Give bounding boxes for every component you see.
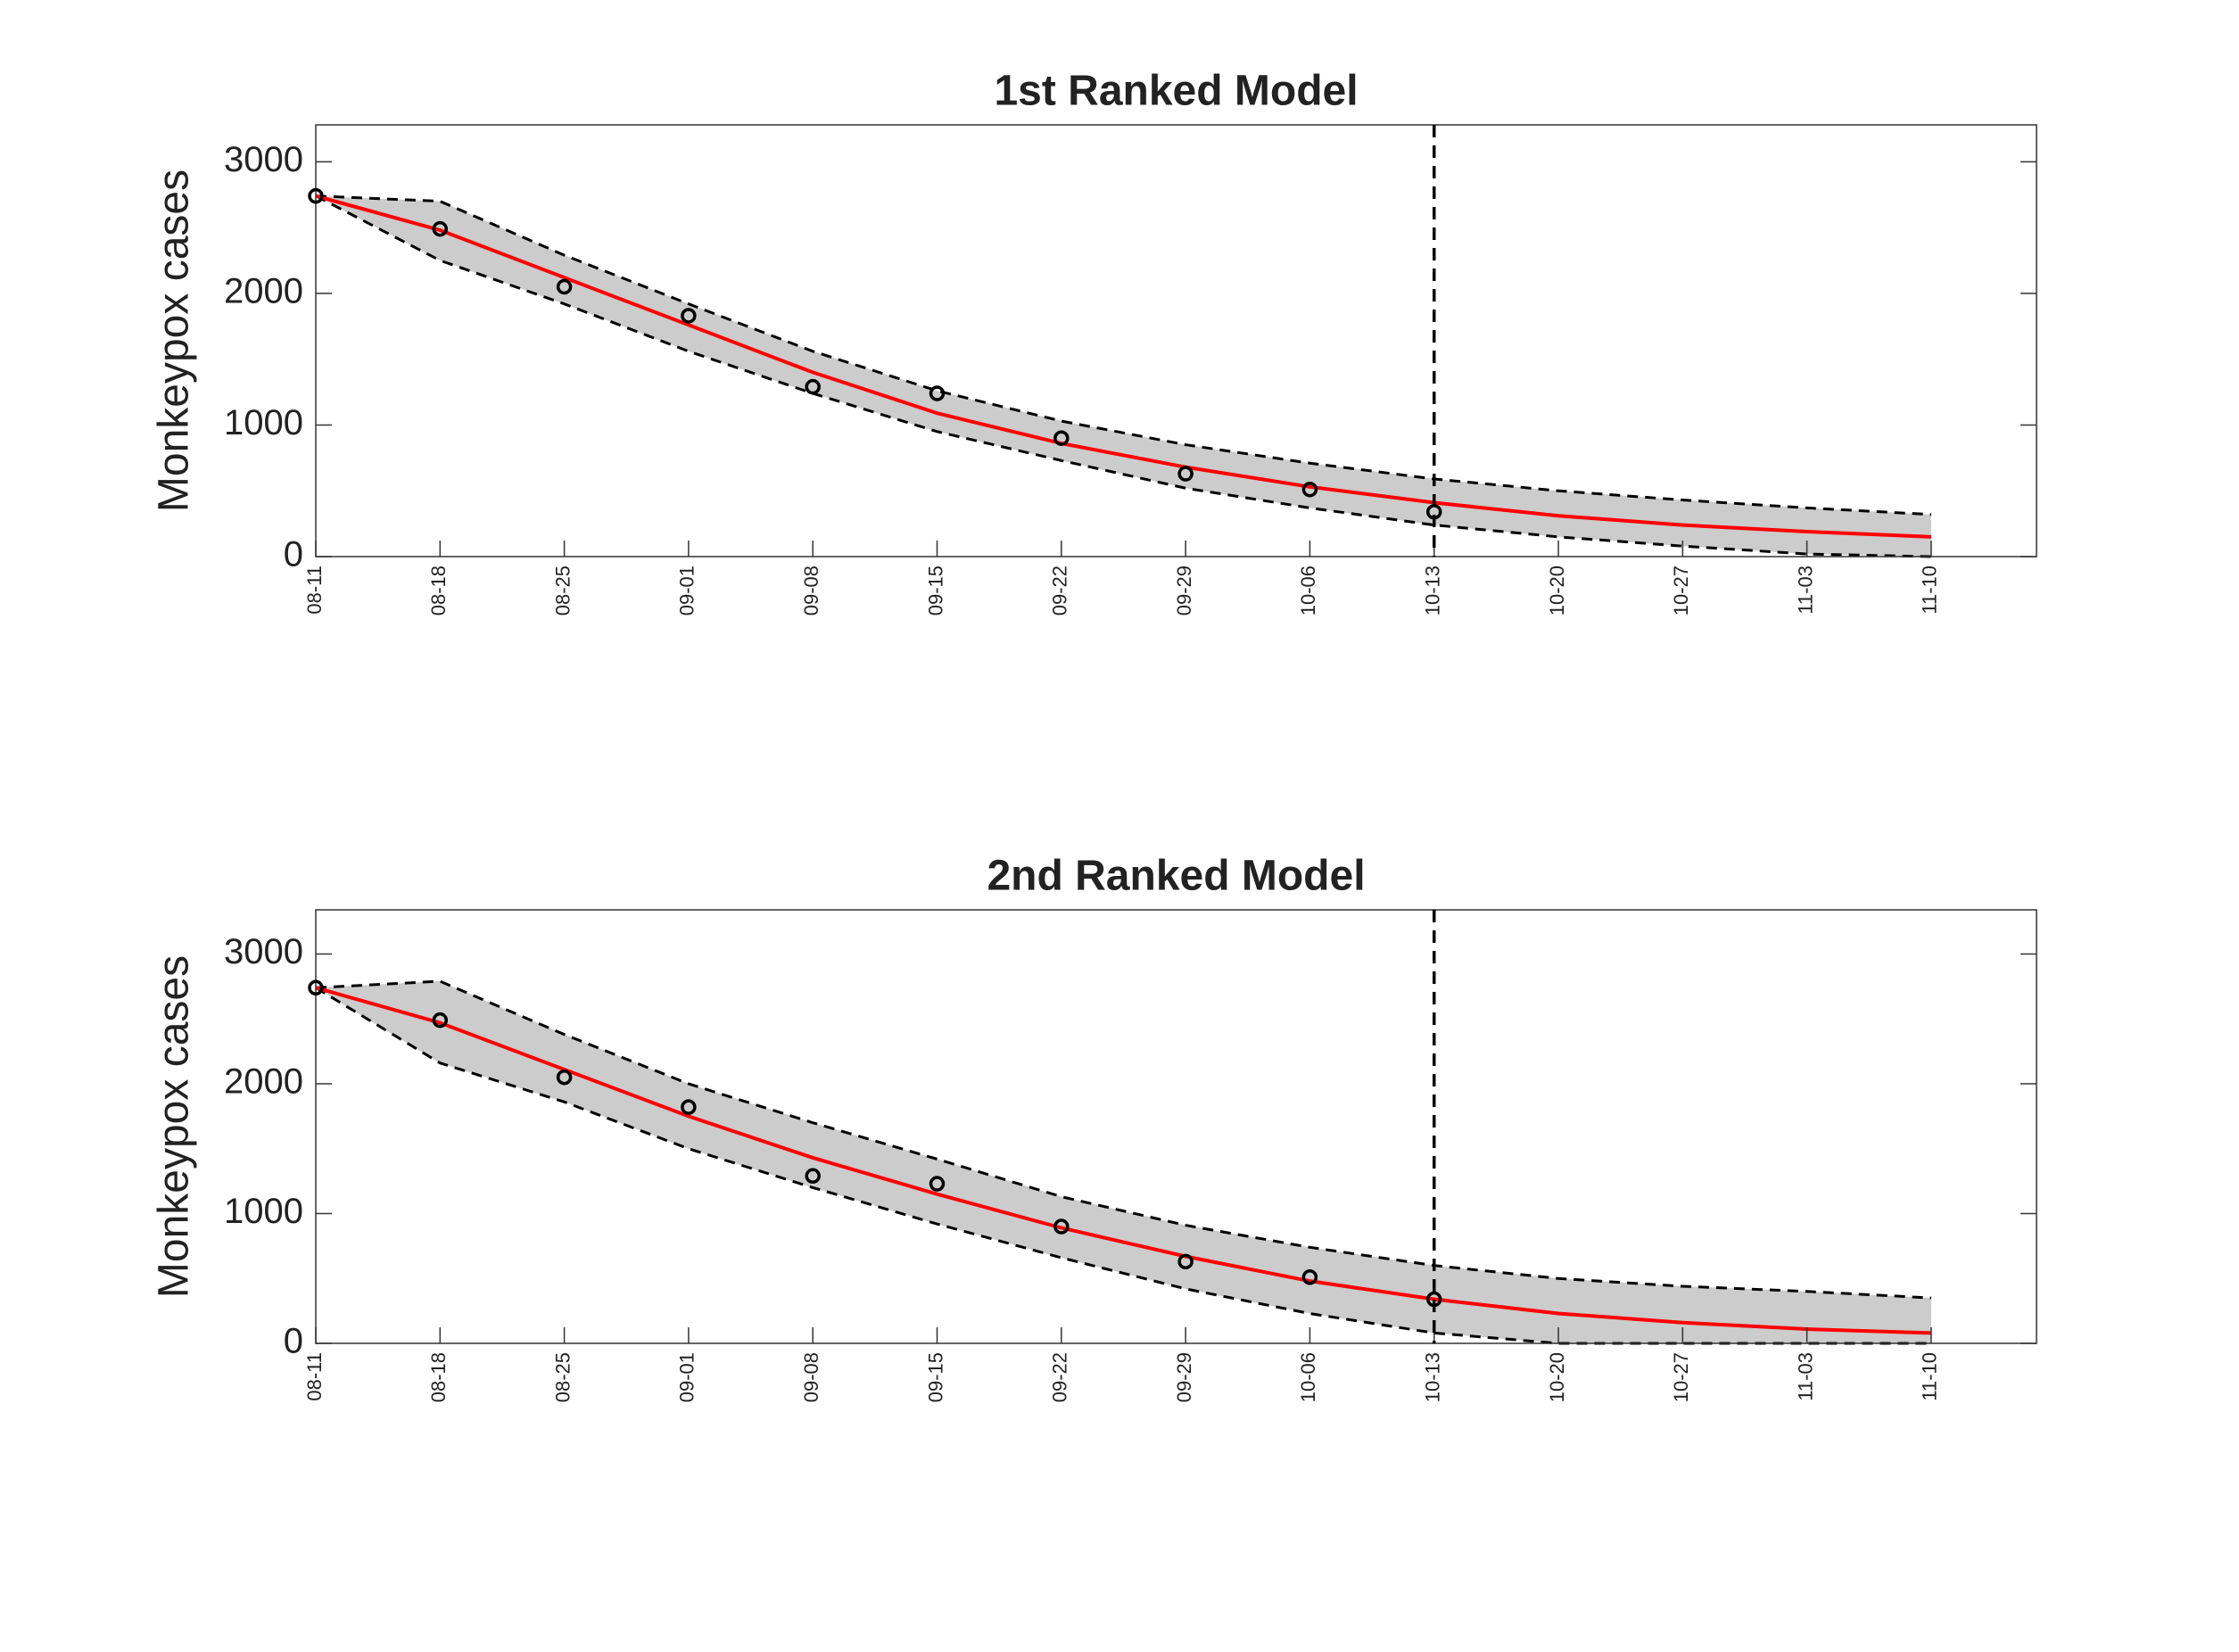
y-tick-label: 1000 [224,1192,303,1231]
x-tick-label: 09-22 [1049,1352,1071,1402]
fit-line [315,986,1931,1335]
chart-title: 1st Ranked Model [994,68,1358,115]
y-tick-label: 3000 [224,932,303,971]
observation [1301,1269,1318,1285]
observation [556,278,573,295]
x-tick-label: 09-08 [800,1352,822,1402]
x-tick-label: 09-08 [800,566,822,615]
x-tick-label: 09-15 [924,1352,946,1402]
observation [556,1069,573,1086]
observation [805,378,821,395]
confidence-band [316,981,1931,1343]
x-tick-label: 09-22 [1049,566,1071,615]
observation [1425,504,1442,520]
x-tick-label: 09-29 [1173,566,1195,615]
y-tick-label: 0 [284,535,303,574]
x-tick-label: 10-06 [1297,1352,1319,1402]
y-tick-label: 2000 [224,271,303,310]
observation [432,1012,449,1028]
observation [681,308,697,324]
x-tick-label: 08-25 [551,1352,574,1402]
y-axis-label: Monkeypox cases [151,955,198,1298]
x-tick-label: 10-13 [1422,1352,1444,1402]
observation [681,1099,697,1115]
observation [1053,1218,1070,1235]
x-tick-label: 09-01 [676,1352,698,1402]
x-tick-label: 08-25 [551,566,574,615]
x-tick-label: 08-18 [427,1352,450,1402]
x-tick-label: 10-27 [1670,1352,1692,1402]
y-tick-label: 0 [284,1322,303,1361]
x-tick-label: 11-03 [1794,566,1816,615]
observation [1177,1253,1194,1270]
fit-line [315,194,1931,539]
x-tick-label: 09-29 [1173,1352,1195,1402]
observation [1177,466,1194,482]
observation [929,1176,946,1192]
observation [1053,430,1070,446]
band-lower-line [315,987,1931,1345]
x-tick-label: 10-20 [1546,1352,1568,1402]
observation [805,1168,821,1185]
x-tick-label: 09-15 [924,566,946,615]
x-tick-label: 11-10 [1919,1352,1941,1401]
x-tick-label: 08-11 [303,1352,326,1401]
confidence-band [316,195,1931,557]
x-tick-label: 11-10 [1919,566,1941,615]
x-tick-label: 08-11 [303,566,326,615]
y-tick-label: 2000 [224,1062,303,1102]
x-tick-label: 10-20 [1546,566,1568,615]
x-tick-label: 10-27 [1670,566,1692,615]
x-tick-label: 09-01 [676,566,698,615]
observation [1425,1291,1442,1308]
band-lower-line [315,194,1931,558]
band-upper-line [315,194,1931,516]
observation [308,979,324,996]
observation [929,385,946,401]
x-tick-label: 08-18 [427,566,450,615]
axes-box [315,909,2037,1344]
x-tick-label: 10-13 [1422,566,1444,615]
observation [308,187,324,204]
observation [1301,481,1318,498]
observation [432,220,449,237]
x-tick-label: 11-03 [1794,1352,1816,1401]
axes-box [315,124,2037,558]
band-upper-line [315,979,1931,1300]
y-tick-label: 3000 [224,140,303,179]
x-tick-label: 10-06 [1297,566,1319,615]
chart-title: 2nd Ranked Model [987,853,1365,900]
y-axis-label: Monkeypox cases [151,169,198,512]
y-tick-label: 1000 [224,403,303,442]
